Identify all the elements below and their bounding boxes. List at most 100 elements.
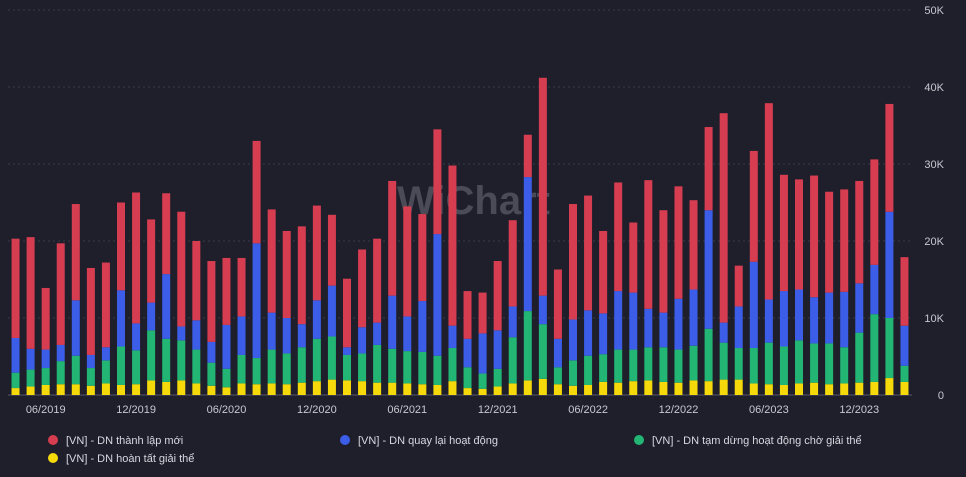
bar-segment[interactable]	[749, 348, 758, 384]
bar-segment[interactable]	[659, 347, 668, 382]
bar-segment[interactable]	[764, 342, 773, 385]
bar-segment[interactable]	[614, 349, 623, 383]
bar-segment[interactable]	[569, 360, 577, 386]
bar-segment[interactable]	[343, 278, 351, 348]
bar-segment[interactable]	[312, 338, 321, 382]
bar-segment[interactable]	[855, 283, 864, 333]
bar-segment[interactable]	[674, 349, 683, 383]
legend-item[interactable]: [VN] - DN tạm dừng hoạt động chờ giải th…	[634, 435, 862, 447]
bar-segment[interactable]	[855, 332, 864, 383]
bar-segment[interactable]	[885, 378, 894, 395]
bar-segment[interactable]	[327, 336, 336, 380]
bar-segment[interactable]	[674, 382, 683, 395]
bar-segment[interactable]	[448, 381, 457, 395]
bar-segment[interactable]	[689, 200, 698, 290]
bar-segment[interactable]	[177, 326, 186, 341]
bar-segment[interactable]	[71, 204, 80, 301]
bar-segment[interactable]	[448, 165, 457, 326]
bar-segment[interactable]	[358, 353, 367, 382]
bar-segment[interactable]	[26, 348, 35, 370]
bar-segment[interactable]	[553, 269, 562, 339]
bar-segment[interactable]	[101, 360, 110, 384]
bar-segment[interactable]	[71, 300, 80, 356]
bar-segment[interactable]	[192, 383, 201, 395]
bar-segment[interactable]	[493, 368, 502, 387]
bar-segment[interactable]	[734, 306, 743, 349]
bar-segment[interactable]	[177, 340, 186, 381]
bar-segment[interactable]	[117, 384, 125, 395]
bar-segment[interactable]	[56, 243, 65, 345]
bar-segment[interactable]	[870, 314, 879, 382]
bar-segment[interactable]	[810, 175, 819, 298]
bar-segment[interactable]	[900, 365, 909, 382]
bar-segment[interactable]	[523, 311, 532, 381]
bar-segment[interactable]	[644, 308, 653, 348]
bar-segment[interactable]	[86, 368, 95, 386]
bar-segment[interactable]	[810, 382, 819, 395]
bar-segment[interactable]	[538, 378, 547, 395]
bar-segment[interactable]	[237, 383, 246, 395]
bar-segment[interactable]	[297, 382, 306, 395]
bar-segment[interactable]	[719, 379, 728, 395]
bar-segment[interactable]	[508, 306, 517, 338]
bar-segment[interactable]	[222, 368, 231, 388]
bar-segment[interactable]	[117, 290, 125, 347]
bar-segment[interactable]	[719, 322, 728, 343]
bar-segment[interactable]	[569, 204, 577, 320]
bar-segment[interactable]	[749, 261, 758, 349]
bar-segment[interactable]	[132, 384, 141, 395]
bar-segment[interactable]	[312, 381, 321, 395]
bar-segment[interactable]	[599, 381, 608, 395]
legend-item[interactable]: [VN] - DN hoàn tất giải thể	[48, 453, 194, 465]
bar-segment[interactable]	[885, 318, 894, 379]
bar-segment[interactable]	[599, 313, 608, 355]
bar-segment[interactable]	[418, 301, 427, 352]
bar-segment[interactable]	[192, 241, 201, 321]
bar-segment[interactable]	[795, 383, 803, 395]
bar-segment[interactable]	[795, 289, 803, 341]
bar-segment[interactable]	[267, 312, 276, 350]
bar-segment[interactable]	[674, 298, 683, 350]
legend-item[interactable]: [VN] - DN thành lập mới	[48, 435, 183, 447]
bar-segment[interactable]	[373, 344, 382, 383]
bar-segment[interactable]	[177, 211, 186, 327]
bar-segment[interactable]	[86, 354, 95, 369]
bar-segment[interactable]	[297, 324, 306, 348]
bar-segment[interactable]	[388, 295, 397, 349]
bar-segment[interactable]	[659, 381, 668, 395]
bar-segment[interactable]	[222, 324, 231, 369]
bar-segment[interactable]	[704, 381, 713, 395]
bar-segment[interactable]	[86, 385, 95, 395]
bar-segment[interactable]	[855, 382, 864, 395]
bar-segment[interactable]	[553, 384, 562, 395]
bar-segment[interactable]	[614, 382, 623, 395]
bar-segment[interactable]	[553, 367, 562, 385]
bar-segment[interactable]	[599, 230, 608, 314]
bar-segment[interactable]	[629, 349, 638, 382]
bar-segment[interactable]	[26, 386, 35, 395]
bar-segment[interactable]	[523, 380, 532, 395]
bar-segment[interactable]	[222, 257, 231, 325]
bar-segment[interactable]	[207, 362, 216, 386]
bar-segment[interactable]	[373, 238, 382, 323]
bar-segment[interactable]	[237, 316, 246, 355]
bar-segment[interactable]	[614, 182, 623, 292]
bar-segment[interactable]	[117, 346, 125, 385]
bar-segment[interactable]	[810, 343, 819, 383]
bar-segment[interactable]	[71, 355, 80, 385]
bar-segment[interactable]	[569, 385, 577, 395]
bar-segment[interactable]	[840, 291, 849, 348]
bar-segment[interactable]	[237, 354, 246, 384]
bar-segment[interactable]	[403, 351, 412, 384]
bar-segment[interactable]	[779, 174, 788, 292]
bar-segment[interactable]	[358, 327, 367, 354]
bar-segment[interactable]	[56, 384, 65, 395]
bar-segment[interactable]	[478, 373, 487, 389]
bar-segment[interactable]	[825, 343, 834, 385]
bar-segment[interactable]	[569, 319, 577, 361]
bar-segment[interactable]	[101, 262, 110, 348]
bar-segment[interactable]	[162, 381, 171, 395]
bar-segment[interactable]	[297, 226, 306, 325]
bar-segment[interactable]	[373, 322, 382, 345]
bar-segment[interactable]	[418, 351, 427, 385]
